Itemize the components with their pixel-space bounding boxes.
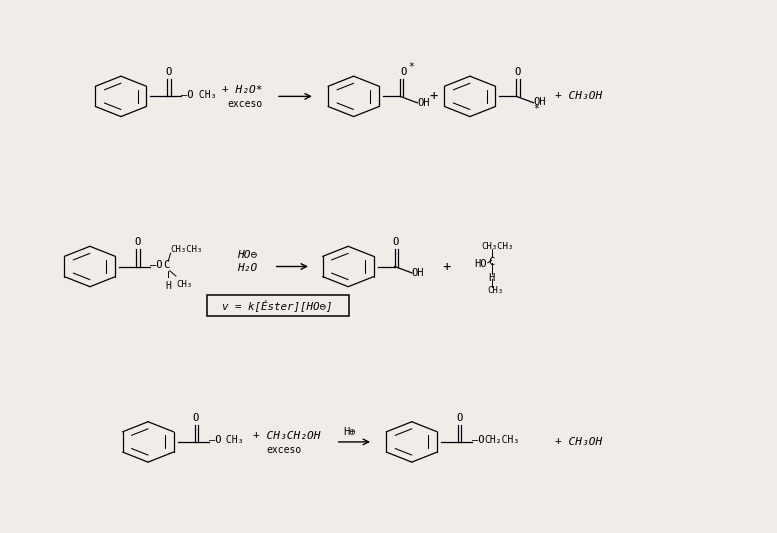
Text: OH: OH <box>534 96 546 107</box>
Text: v = k[Éster][HO⊖]: v = k[Éster][HO⊖] <box>222 300 333 311</box>
Text: + CH₃OH: + CH₃OH <box>556 437 602 447</box>
Text: +: + <box>442 260 451 273</box>
Text: +: + <box>430 90 437 103</box>
Text: + CH₃OH: + CH₃OH <box>556 91 602 101</box>
Text: C: C <box>164 261 170 270</box>
Text: *: * <box>534 103 539 114</box>
Text: H₂O: H₂O <box>237 263 257 273</box>
Text: exceso: exceso <box>266 445 301 455</box>
Text: –O: –O <box>181 90 194 100</box>
Text: H: H <box>488 273 494 283</box>
Text: H: H <box>166 281 171 292</box>
Text: O: O <box>456 413 462 423</box>
Text: O: O <box>400 67 406 77</box>
Text: OH: OH <box>412 268 424 278</box>
Text: CH₃CH₃: CH₃CH₃ <box>171 245 203 254</box>
Text: –O: –O <box>151 261 163 270</box>
Text: –O: –O <box>472 435 485 446</box>
Text: O: O <box>134 237 141 247</box>
Text: CH₃: CH₃ <box>488 286 504 295</box>
Text: CH₃: CH₃ <box>193 90 217 100</box>
Text: CH₂CH₃: CH₂CH₃ <box>484 435 519 446</box>
Text: HO: HO <box>474 259 486 269</box>
Text: CH₃: CH₃ <box>176 280 193 289</box>
FancyBboxPatch shape <box>207 295 349 317</box>
Text: exceso: exceso <box>227 99 263 109</box>
Text: + CH₃CH₂OH: + CH₃CH₂OH <box>253 431 320 441</box>
Text: HO⊖: HO⊖ <box>237 250 257 260</box>
Text: *: * <box>409 62 415 72</box>
Text: C: C <box>488 257 494 267</box>
Text: + H₂O*: + H₂O* <box>221 85 263 95</box>
Text: O: O <box>165 67 172 77</box>
Text: CH₃CH₃: CH₃CH₃ <box>482 242 514 251</box>
Text: OH: OH <box>417 98 430 108</box>
Text: O: O <box>392 237 399 247</box>
Text: O: O <box>192 413 198 423</box>
Text: O: O <box>514 67 521 77</box>
Text: –O: –O <box>208 435 221 446</box>
Text: H⊕: H⊕ <box>343 427 356 438</box>
Text: CH₃: CH₃ <box>220 435 244 446</box>
